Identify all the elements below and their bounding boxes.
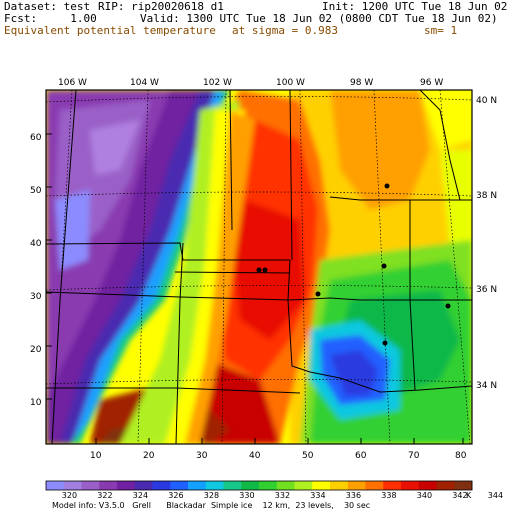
grid-x-label: 50 <box>302 451 314 461</box>
city-marker <box>384 183 390 189</box>
grid-y-label: 40 <box>30 239 42 249</box>
lon-label: 102 W <box>203 78 232 88</box>
colorbar-label: 334 <box>310 491 325 500</box>
sigma-label: at sigma = 0.983 <box>232 24 338 37</box>
lon-label: 100 W <box>276 78 305 88</box>
colorbar-label: 342 <box>452 491 467 500</box>
colorbar-label: 320 <box>62 491 77 500</box>
colorbar-label: 326 <box>168 491 183 500</box>
city-marker <box>382 340 388 346</box>
colorbar-swatch <box>454 481 473 490</box>
colorbar-label: 328 <box>204 491 219 500</box>
lon-label: 96 W <box>420 78 443 88</box>
sm-label: sm= 1 <box>424 24 458 37</box>
grid-x-label: 60 <box>355 451 367 461</box>
colorbar-label: 322 <box>97 491 112 500</box>
dataset-label: Dataset: test <box>4 0 91 13</box>
colorbar-swatch <box>152 481 171 490</box>
lon-label: 106 W <box>58 78 87 88</box>
colorbar-swatch <box>259 481 278 490</box>
colorbar-swatch <box>170 481 189 490</box>
colorbar-label: 332 <box>275 491 290 500</box>
colorbar-swatch <box>436 481 455 490</box>
latlon-grid <box>46 90 472 444</box>
colorbar-swatch <box>223 481 242 490</box>
city-marker <box>381 263 387 269</box>
map-frame <box>45 89 473 445</box>
colorbar-label: 324 <box>133 491 148 500</box>
theta-e-field <box>46 90 472 444</box>
colorbar-label: 336 <box>346 491 361 500</box>
colorbar-swatch <box>241 481 260 490</box>
grid-x-label: 40 <box>249 451 261 461</box>
colorbar <box>46 481 473 490</box>
colorbar-swatch <box>418 481 437 490</box>
colorbar-swatch <box>188 481 207 490</box>
colorbar-swatch <box>294 481 313 490</box>
colorbar-swatch <box>365 481 384 490</box>
grid-x-label: 80 <box>455 451 467 461</box>
grid-x-label: 30 <box>196 451 208 461</box>
lon-label: 98 W <box>350 78 373 88</box>
field-label: Equivalent potential temperature <box>4 24 216 37</box>
city-marker <box>315 291 321 297</box>
lat-label: 40 N <box>476 96 497 106</box>
city-markers <box>256 183 451 346</box>
grid-x-label: 70 <box>408 451 420 461</box>
colorbar-swatch <box>134 481 153 490</box>
grid-x-label: 10 <box>90 451 102 461</box>
colorbar-label: 338 <box>381 491 396 500</box>
colorbar-labels: 320 322 324 326 328 330 332 334 336 338 340 342 344 K <box>62 491 503 500</box>
colorbar-swatch <box>347 481 366 490</box>
lon-label: 104 W <box>130 78 159 88</box>
init-label: Init: 1200 UTC Tue 18 Jun 02 <box>322 0 508 13</box>
colorbar-swatch <box>117 481 136 490</box>
colorbar-swatch <box>99 481 118 490</box>
colorbar-label: 340 <box>417 491 432 500</box>
lat-label: 36 N <box>476 285 497 295</box>
colorbar-swatch <box>63 481 82 490</box>
lat-label: 38 N <box>476 191 497 201</box>
colorbar-swatch <box>81 481 100 490</box>
colorbar-swatch <box>46 481 65 490</box>
colorbar-swatch <box>276 481 295 490</box>
city-marker <box>262 267 268 273</box>
colorbar-swatch <box>383 481 402 490</box>
city-marker <box>256 267 262 273</box>
state-borders <box>46 90 472 444</box>
grid-y-label: 30 <box>30 292 42 302</box>
fcst-label: Fcst: 1.00 <box>4 12 97 25</box>
colorbar-frame <box>45 480 473 491</box>
grid-y-label: 60 <box>30 133 42 143</box>
colorbar-label: 344 <box>488 491 503 500</box>
axis-ticks <box>46 133 464 444</box>
grid-y-label: 20 <box>30 345 42 355</box>
colorbar-swatch <box>401 481 420 490</box>
colorbar-swatch <box>330 481 349 490</box>
colorbar-label: 330 <box>239 491 254 500</box>
grid-y-label: 10 <box>30 398 42 408</box>
colorbar-swatch <box>205 481 224 490</box>
valid-label: Valid: 1300 UTC Tue 18 Jun 02 (0800 CDT … <box>140 12 498 25</box>
model-info: Model info: V3.5.0 Grell Blackadar Simpl… <box>52 501 370 510</box>
lat-label: 34 N <box>476 381 497 391</box>
grid-y-label: 50 <box>30 186 42 196</box>
colorbar-swatch <box>312 481 331 490</box>
city-marker <box>445 303 451 309</box>
rip-label: RIP: rip20020618 d1 <box>98 0 224 13</box>
grid-x-label: 20 <box>143 451 155 461</box>
colorbar-unit: K <box>466 491 472 500</box>
